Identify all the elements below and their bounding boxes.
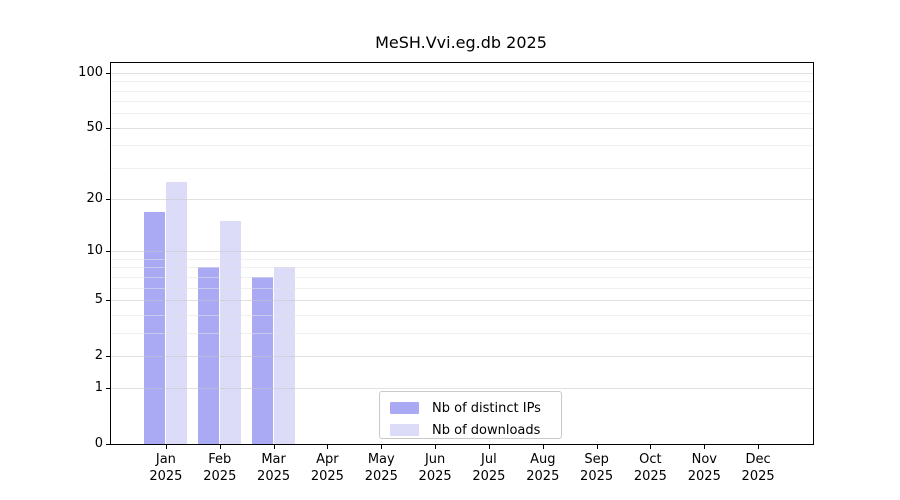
plot-area: 0 1 2 5 10 20 50 100 Jan 2025 Feb 2025 Mar 2025 Apr 202…: [78, 62, 814, 484]
y-tick-mark: [106, 388, 111, 390]
minor-gridline: [111, 332, 813, 334]
bar-downloads-jan: [166, 181, 188, 444]
x-tick-label-may: May 2025: [364, 452, 398, 484]
minor-gridline: [111, 167, 813, 169]
y-tick-label: 10: [86, 243, 103, 259]
x-tick-mark: [758, 444, 760, 449]
x-tick-label-feb: Feb 2025: [203, 452, 237, 484]
x-tick-label-aug: Aug 2025: [526, 452, 560, 484]
legend-swatch-downloads: [390, 424, 419, 436]
x-tick-mark: [596, 444, 598, 449]
y-tick-mark: [106, 72, 111, 74]
y-tick-mark: [106, 299, 111, 301]
minor-gridline: [111, 145, 813, 147]
x-tick-label-dec: Dec 2025: [741, 452, 775, 484]
y-tick-label: 1: [94, 380, 103, 396]
y-tick-mark: [106, 251, 111, 253]
x-tick-label-jan: Jan 2025: [149, 452, 183, 484]
y-tick-label: 50: [86, 119, 103, 135]
x-tick-mark: [488, 444, 490, 449]
x-tick-mark: [704, 444, 706, 449]
minor-gridline: [111, 267, 813, 269]
minor-gridline: [111, 276, 813, 278]
y-tick-label: 0: [94, 436, 103, 451]
x-tick-mark: [273, 444, 275, 449]
minor-gridline: [111, 90, 813, 92]
x-tick-label-mar: Mar 2025: [257, 452, 291, 484]
x-tick-mark: [542, 444, 544, 449]
legend-item-downloads: Nb of downloads: [390, 419, 561, 441]
y-tick-label: 100: [78, 64, 103, 80]
x-tick-label-jul: Jul 2025: [472, 452, 506, 484]
x-tick-mark: [327, 444, 329, 449]
minor-gridline: [111, 81, 813, 83]
minor-gridline: [111, 287, 813, 289]
y-tick-mark: [106, 127, 111, 129]
bar-distinct-ips-jan: [144, 211, 166, 444]
minor-gridline: [111, 314, 813, 316]
y-tick-mark: [106, 199, 111, 201]
y-tick-mark: [106, 355, 111, 357]
x-tick-mark: [381, 444, 383, 449]
minor-gridline: [111, 101, 813, 103]
y-tick-label: 5: [94, 291, 103, 307]
minor-gridline: [111, 258, 813, 260]
legend-item-distinct-ips: Nb of distinct IPs: [390, 397, 561, 419]
x-tick-mark: [165, 444, 167, 449]
x-tick-mark: [219, 444, 221, 449]
legend: Nb of distinct IPs Nb of downloads: [379, 391, 562, 439]
major-gridline: [111, 72, 813, 74]
major-gridline: [111, 199, 813, 201]
legend-label-distinct-ips: Nb of distinct IPs: [432, 400, 541, 416]
x-tick-label-apr: Apr 2025: [310, 452, 344, 484]
x-tick-mark: [435, 444, 437, 449]
legend-label-downloads: Nb of downloads: [432, 422, 541, 438]
major-gridline: [111, 127, 813, 129]
x-tick-label-sep: Sep 2025: [580, 452, 614, 484]
x-tick-label-nov: Nov 2025: [687, 452, 721, 484]
x-tick-label-jun: Jun 2025: [418, 452, 452, 484]
legend-swatch-distinct-ips: [390, 402, 419, 414]
major-gridline: [111, 355, 813, 357]
minor-gridline: [111, 113, 813, 115]
major-gridline: [111, 251, 813, 253]
major-gridline: [111, 299, 813, 301]
major-gridline: [111, 388, 813, 390]
bar-distinct-ips-mar: [252, 276, 274, 444]
y-tick-label: 2: [94, 347, 103, 363]
chart-title: MeSH.Vvi.eg.db 2025: [375, 33, 547, 52]
x-tick-label-oct: Oct 2025: [633, 452, 667, 484]
y-tick-mark: [106, 444, 111, 445]
y-tick-label: 20: [86, 191, 103, 207]
x-tick-mark: [650, 444, 652, 449]
